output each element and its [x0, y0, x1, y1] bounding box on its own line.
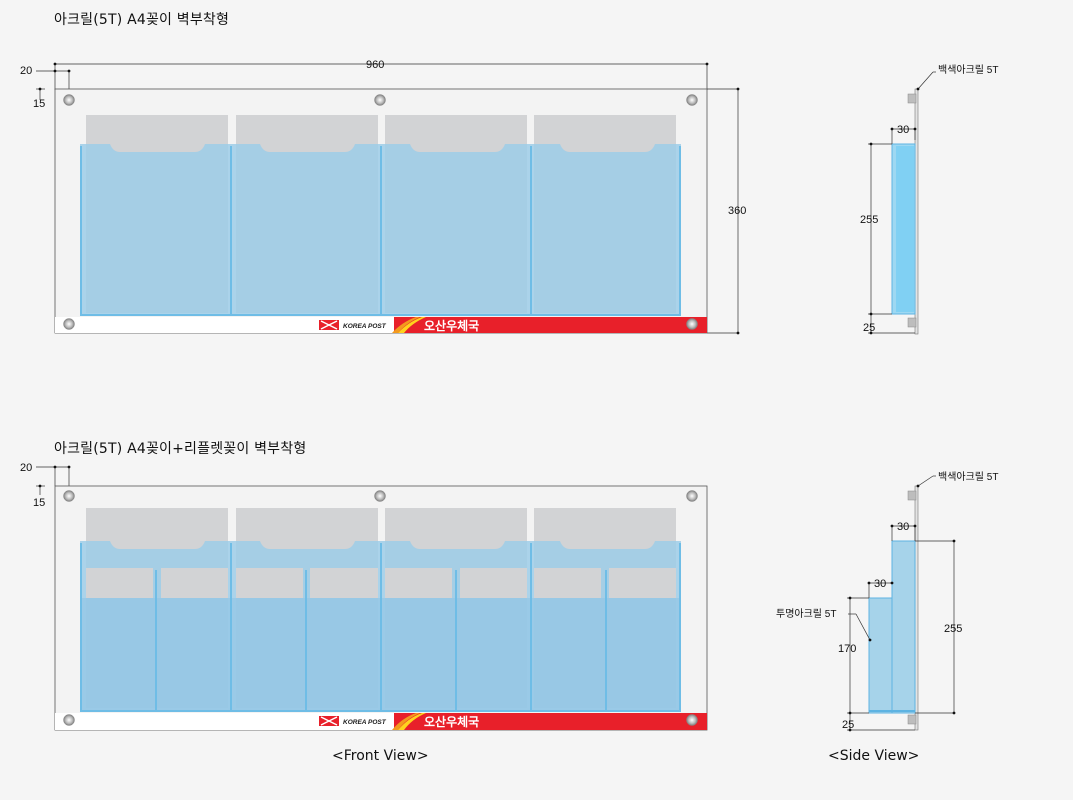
- caption-front-view: <Front View>: [332, 748, 429, 764]
- side-depth-front: 30: [874, 578, 886, 590]
- side-bolt-icon: [907, 317, 917, 328]
- bolt-icon: [63, 490, 698, 726]
- side-bolt-icon: [907, 93, 917, 104]
- side-pocket-front: [868, 597, 893, 714]
- dim-inner-bottom: 15: [33, 497, 45, 509]
- side-label-bottom: 백색아크릴 5T: [938, 470, 998, 483]
- dim-width-top: 960: [366, 59, 384, 71]
- front-view-top: 960 360 20 15: [20, 59, 746, 335]
- side-pocket-inner: [896, 146, 914, 312]
- side-front-height: 170: [838, 643, 856, 655]
- korea-post-logo-icon: [319, 320, 339, 330]
- side-depth-top: 30: [897, 124, 909, 136]
- side-bottom-top: 25: [863, 322, 875, 334]
- side-depth-rear: 30: [897, 521, 909, 533]
- title-bottom: 아크릴(5T) A4꽂이+리플렛꽂이 벽부착형: [54, 441, 307, 457]
- side-bolt-icon: [907, 490, 917, 501]
- side-bottom-bottom: 25: [842, 719, 854, 731]
- side-pocket-rear: [891, 540, 916, 714]
- office-name-bottom: 오산우체국: [424, 714, 479, 729]
- swoosh-icon: [398, 713, 426, 730]
- bolt-icon: [63, 94, 698, 330]
- korea-post-logo-icon: [319, 716, 339, 726]
- side-view-top: 백색아크릴 5T 30 255 25: [860, 63, 998, 335]
- side-label-top: 백색아크릴 5T: [938, 63, 998, 76]
- dim-offset-bottom: 20: [20, 462, 32, 474]
- office-name-top: 오산우체국: [424, 318, 479, 333]
- side-view-bottom: 백색아크릴 5T 30 30 투명아크릴 5T 170 255 25: [776, 470, 998, 732]
- side-bolt-icon: [907, 714, 917, 725]
- brand-strip-bottom: [55, 713, 707, 730]
- title-top: 아크릴(5T) A4꽂이 벽부착형: [54, 12, 230, 28]
- brand-strip-top: [55, 317, 707, 333]
- side-height-top: 255: [860, 214, 878, 226]
- front-view-bottom: 20 15: [20, 462, 708, 731]
- swoosh-icon: [398, 317, 426, 333]
- dim-height-top: 360: [728, 205, 746, 217]
- brand-name-top: KOREA POST: [343, 323, 387, 330]
- caption-side-view: <Side View>: [828, 748, 920, 764]
- brand-name-bottom: KOREA POST: [343, 719, 387, 726]
- dim-inner-top: 15: [33, 98, 45, 110]
- swoosh-icon: [392, 317, 420, 333]
- leaflet-sheets-bottom: [86, 568, 676, 598]
- leaflet-pockets-bottom: [80, 543, 681, 712]
- dim-offset-top: 20: [20, 65, 32, 77]
- side-front-label: 투명아크릴 5T: [776, 607, 836, 620]
- pockets-top: [80, 144, 681, 316]
- side-rear-height: 255: [944, 623, 962, 635]
- swoosh-icon: [392, 713, 420, 730]
